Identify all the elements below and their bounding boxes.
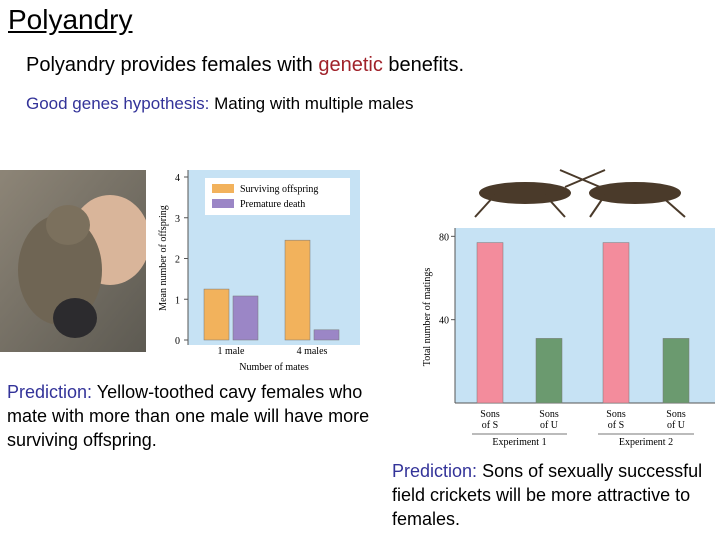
y-tick-label: 80 [439, 232, 449, 243]
group-label: Experiment 1 [492, 437, 546, 448]
x-tick-label: Sons of U [666, 409, 686, 431]
legend-swatch [212, 199, 234, 208]
legend-label: Surviving offspring [240, 184, 318, 195]
hypothesis: Good genes hypothesis: Mating with multi… [26, 94, 413, 114]
y-tick-label: 40 [439, 316, 449, 327]
bar [284, 239, 311, 341]
bar [313, 329, 340, 341]
y-tick-label: 3 [175, 214, 180, 225]
bar [535, 338, 563, 404]
crickets-photo [474, 169, 686, 218]
y-tick-label: 2 [175, 255, 180, 266]
subtitle-text: Polyandry provides females with [26, 54, 313, 76]
x-tick-label: Sons of S [606, 409, 626, 431]
prediction-label: Prediction: [392, 461, 478, 481]
x-tick-label: 4 males [297, 346, 328, 357]
chart-offspring: 0 1 2 3 4 Mean number of offspring Number of m… [158, 170, 360, 373]
slide-title: Polyandry [8, 4, 133, 35]
prediction: Prediction: Sons of sexually successful … [392, 459, 720, 531]
hypothesis-label: Good genes hypothesis: [26, 94, 210, 113]
bar [476, 242, 504, 404]
x-tick-label: Sons of U [539, 409, 559, 431]
x-axis-label: Number of mates [239, 362, 309, 373]
subtitle: Polyandry provides females with genetic … [26, 54, 464, 77]
group-label: Experiment 2 [619, 437, 673, 448]
y-tick-label: 0 [175, 336, 180, 347]
cavy-photo [0, 170, 146, 352]
bar [602, 242, 630, 404]
y-axis-label: Total number of matings [422, 268, 433, 367]
chart-matings: 40 80 Total number of matings Sons of S Sons o… [422, 228, 715, 448]
legend-label: Premature death [240, 199, 305, 210]
bar [662, 338, 690, 404]
y-tick-label: 1 [175, 295, 180, 306]
legend-swatch [212, 184, 234, 193]
x-tick-label: Sons of S [480, 409, 500, 431]
prediction: Prediction: Yellow-toothed cavy females … [7, 380, 377, 452]
hypothesis-text: Mating with multiple males [214, 94, 414, 113]
subtitle-highlight: genetic [318, 54, 383, 76]
prediction-label: Prediction: [7, 382, 93, 402]
y-axis-label: Mean number of offspring [158, 205, 169, 311]
y-tick-label: 4 [175, 173, 180, 184]
bar [203, 288, 230, 341]
bar [232, 295, 259, 341]
prediction-text: Sons of sexually successful field cricke… [392, 461, 703, 529]
subtitle-text: benefits. [388, 54, 465, 76]
prediction-text: Yellow-toothed cavy females who mate wit… [7, 382, 370, 450]
x-tick-label: 1 male [218, 346, 245, 357]
